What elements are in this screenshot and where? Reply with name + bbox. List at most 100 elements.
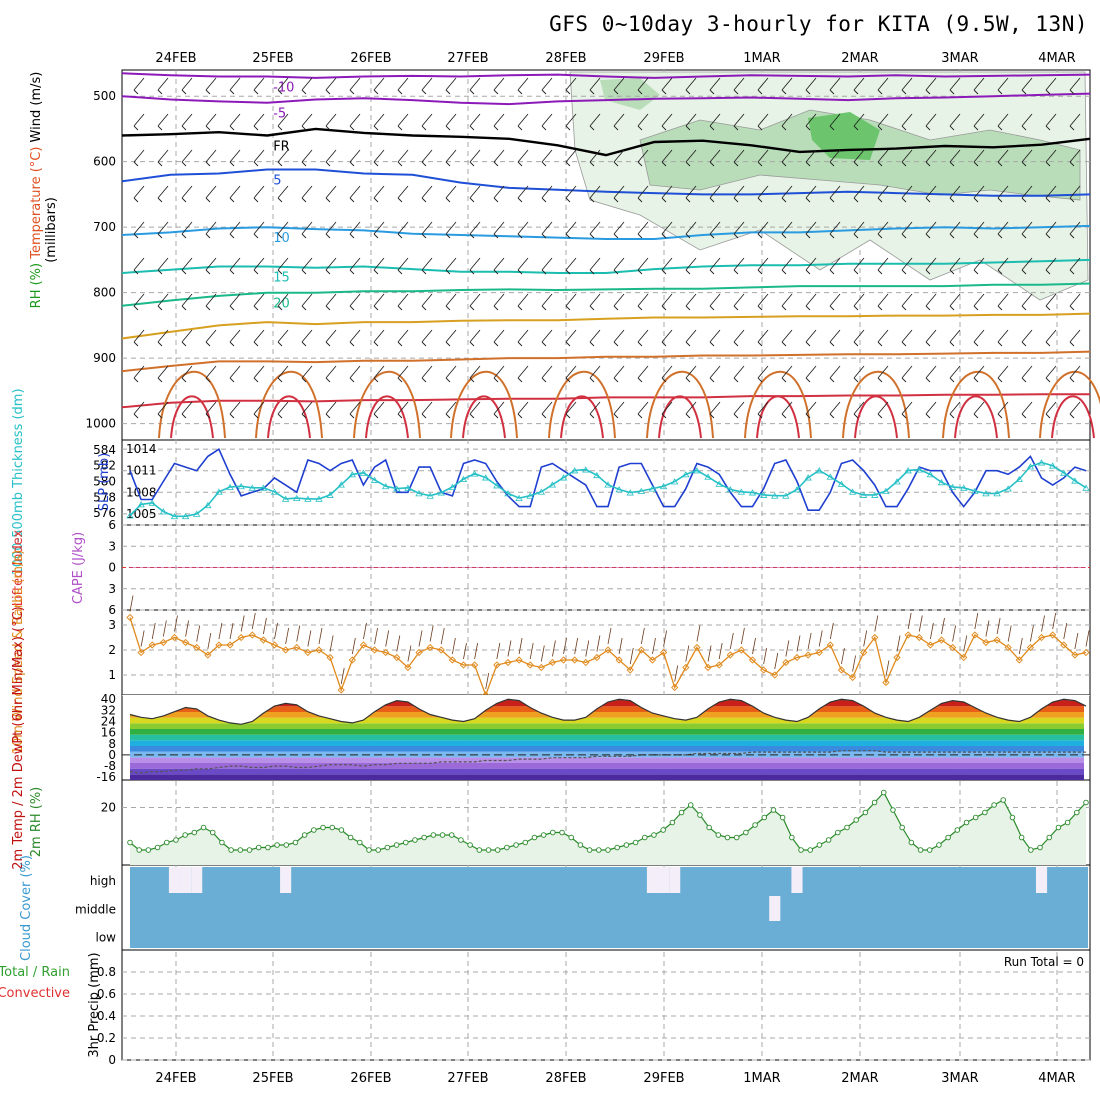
wind-barb [733, 329, 745, 347]
wind-barb [493, 113, 505, 131]
cloud-clear-block [168, 867, 181, 893]
wind-barb [469, 365, 481, 383]
wind-speed-point [559, 656, 568, 664]
wind-speed-point [1071, 651, 1079, 659]
diurnal-loop [158, 371, 226, 439]
cloud-clear-block [180, 867, 192, 893]
surface-wind-barb [263, 617, 267, 635]
thickness-point [504, 490, 512, 497]
rh-point [384, 844, 391, 851]
isotherm-line [121, 168, 1091, 197]
thickness-axis-label: 1000-500mb Thickness (dm) [11, 388, 26, 575]
thickness-point [915, 466, 923, 473]
wind-barb [1021, 401, 1033, 419]
surface-wind-barb [1063, 622, 1068, 640]
wind-barb [973, 293, 985, 311]
surface-wind-barb [563, 637, 567, 655]
surface-wind-barb [240, 615, 245, 632]
surface-wind-barb [496, 642, 501, 660]
surface-wind-barb [552, 640, 556, 657]
wind-barb [181, 293, 193, 311]
wind-barb [661, 77, 673, 95]
wind-barb [829, 77, 841, 95]
wind-barb [925, 365, 937, 383]
wind-barb [709, 77, 721, 95]
wind-barb [445, 365, 457, 383]
date-label-bottom: 1MAR [743, 1071, 780, 1086]
wind-barb [733, 257, 745, 275]
wind-speed-point [1015, 656, 1023, 664]
temp-tick-label: 32 [101, 703, 116, 717]
rh-point [430, 832, 437, 838]
diurnal-loop [1039, 371, 1100, 439]
rh-point [1028, 847, 1034, 853]
wind-speed-point [893, 653, 901, 662]
temp-axis-label: 2m Temp / 2m DewPt (6hr Min/Max) (°C) [11, 606, 26, 869]
pressure-tick-label: 700 [93, 220, 116, 234]
surface-wind-barb [1041, 615, 1045, 632]
thickness-point [526, 492, 534, 499]
surface-wind-barb [474, 642, 478, 660]
temp-tick-label: 0 [108, 748, 116, 762]
wind-barb [493, 365, 505, 383]
thickness-point [192, 510, 201, 517]
surface-wind-barb [251, 612, 256, 630]
run-total-label: Run Total = 0 [1004, 955, 1084, 969]
wind-barb [301, 113, 313, 131]
date-label-top: 28FEB [545, 51, 586, 66]
wind-barb [325, 401, 337, 419]
thickness-point [370, 476, 379, 483]
wind-barb [373, 365, 385, 383]
wind-barb [517, 149, 529, 167]
upper-axis-label-part: Wind [29, 106, 44, 143]
surface-wind-barb [874, 615, 879, 632]
wind-barb [781, 365, 793, 383]
cloud-clear-block [769, 896, 781, 921]
wind-barb [517, 365, 529, 383]
wind-barb [709, 329, 721, 347]
wind-barb [1045, 401, 1057, 419]
wind-barb [853, 293, 865, 311]
thickness-point [615, 486, 623, 493]
cloud-clear-block [191, 867, 203, 893]
wind-barb [469, 221, 481, 239]
rh-point [642, 834, 648, 841]
wind-barb [757, 293, 769, 311]
wind-barb [469, 329, 481, 347]
wind-barb [133, 185, 145, 203]
wind-speed-point [926, 641, 935, 649]
wind-barb [541, 113, 553, 131]
wind-speed-point [882, 678, 890, 687]
rh-point [494, 847, 501, 853]
wind-barb [1045, 257, 1057, 275]
wind-barb [493, 185, 505, 203]
rh-point [448, 832, 455, 838]
thickness-point [304, 495, 312, 502]
wind-barb [469, 77, 481, 95]
wind-barb [421, 365, 433, 383]
date-label-bottom: 27FEB [447, 1071, 488, 1086]
wind-barb [349, 221, 361, 239]
wind-barb [325, 185, 337, 203]
wind-barb [325, 113, 337, 131]
cloud-clear-block [646, 867, 659, 893]
thickness-point [582, 466, 590, 473]
wind-barb [733, 221, 745, 239]
isotherm-line [121, 92, 1091, 106]
wind-speed-point [593, 653, 601, 662]
diurnal-loop [548, 371, 616, 439]
wind-speed-point [126, 613, 134, 622]
date-label-top: 4MAR [1038, 51, 1075, 66]
wind-speed-point [1049, 631, 1057, 639]
isotherm-label: 10 [273, 231, 290, 246]
rh-point [770, 807, 777, 813]
wind-speed-point [315, 646, 323, 654]
wind-barb [133, 77, 145, 95]
diurnal-loop [267, 395, 311, 439]
surface-wind-barb [807, 632, 812, 650]
wind-barb [829, 401, 841, 419]
diurnal-loop [954, 395, 998, 439]
rh-point [881, 789, 887, 796]
wind-barb [853, 149, 865, 167]
wind-barb [685, 149, 697, 167]
